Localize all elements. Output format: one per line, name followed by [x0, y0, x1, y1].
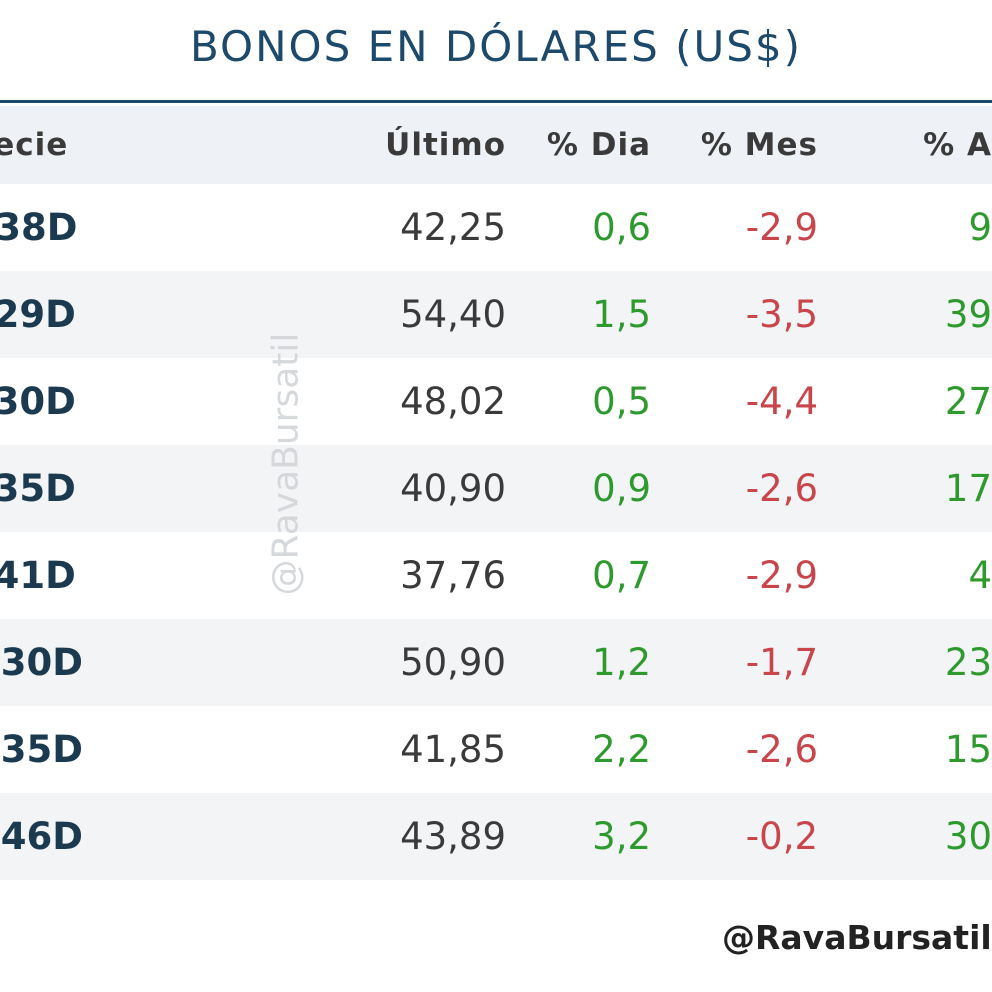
cell-ano: 17: [818, 445, 992, 532]
cell-mes: -3,5: [651, 271, 818, 358]
footer-handle: @RavaBursatil: [722, 918, 992, 957]
col-header-mes: % Mes: [651, 106, 818, 184]
cell-ultimo: 40,90: [312, 445, 506, 532]
table-row: D35D 41,85 2,2 -2,6 15: [0, 706, 992, 793]
title-divider: [0, 100, 992, 103]
cell-ultimo: 54,40: [312, 271, 506, 358]
cell-mes: -2,9: [745, 554, 818, 597]
cell-ultimo: 43,89: [312, 793, 506, 880]
table-row: L35D 40,90 0,9 -2,6 17: [0, 445, 992, 532]
cell-ultimo: 41,85: [400, 728, 506, 771]
cell-especie: L30D: [0, 380, 76, 423]
table-header-row: pecie Último % Dia % Mes % A: [0, 106, 992, 184]
cell-ano: 39: [818, 271, 992, 358]
cell-especie: D35D: [0, 728, 83, 771]
cell-ano: 9: [968, 206, 992, 249]
col-header-ano: % A: [818, 106, 992, 184]
cell-dia: 0,5: [592, 380, 651, 423]
cell-ano: 4: [968, 554, 992, 597]
col-header-ultimo: Último: [312, 106, 506, 184]
cell-mes: -1,7: [651, 619, 818, 706]
table-row: E38D 42,25 0,6 -2,9 9: [0, 184, 992, 271]
cell-mes: -2,6: [745, 728, 818, 771]
cell-dia: 1,5: [506, 271, 651, 358]
cell-dia: 0,9: [506, 445, 651, 532]
cell-especie: D46D: [0, 793, 312, 880]
cell-dia: 0,7: [592, 554, 651, 597]
cell-ultimo: 50,90: [312, 619, 506, 706]
cell-especie: L35D: [0, 445, 312, 532]
cell-ultimo: 37,76: [400, 554, 506, 597]
table-row: L30D 48,02 0,5 -4,4 27: [0, 358, 992, 445]
cell-especie: L41D: [0, 554, 76, 597]
cell-dia: 0,6: [592, 206, 651, 249]
cell-dia: 3,2: [506, 793, 651, 880]
cell-ano: 23: [818, 619, 992, 706]
table-row: D30D 50,90 1,2 -1,7 23: [0, 619, 992, 706]
table-row: L41D 37,76 0,7 -2,9 4: [0, 532, 992, 619]
table-row: L29D 54,40 1,5 -3,5 39: [0, 271, 992, 358]
cell-ano: 27: [944, 380, 992, 423]
col-header-especie: pecie: [0, 106, 312, 184]
cell-mes: -0,2: [651, 793, 818, 880]
cell-mes: -2,6: [651, 445, 818, 532]
bonds-table: pecie Último % Dia % Mes % A E38D 42,25 …: [0, 106, 992, 880]
cell-mes: -4,4: [745, 380, 818, 423]
table-row: D46D 43,89 3,2 -0,2 30: [0, 793, 992, 880]
cell-especie: L29D: [0, 271, 312, 358]
col-header-dia: % Dia: [506, 106, 651, 184]
cell-ano: 30: [818, 793, 992, 880]
cell-especie: E38D: [0, 206, 78, 249]
cell-dia: 2,2: [592, 728, 651, 771]
cell-ano: 15: [944, 728, 992, 771]
cell-ultimo: 48,02: [400, 380, 506, 423]
cell-ultimo: 42,25: [400, 206, 506, 249]
cell-dia: 1,2: [506, 619, 651, 706]
cell-mes: -2,9: [745, 206, 818, 249]
page-title: BONOS EN DÓLARES (US$): [189, 22, 803, 71]
cell-especie: D30D: [0, 619, 312, 706]
